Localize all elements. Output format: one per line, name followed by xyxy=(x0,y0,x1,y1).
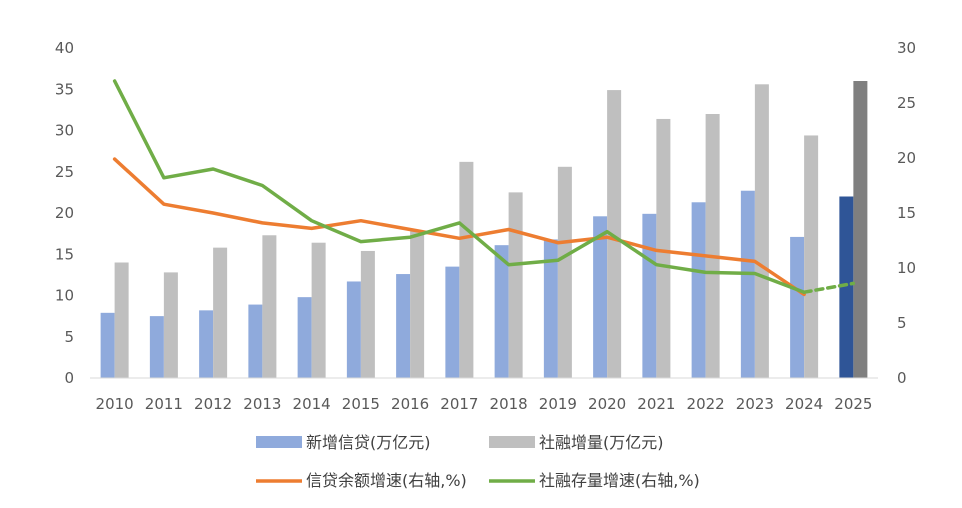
social-financing-bar xyxy=(213,247,228,378)
legend-label-tsf-growth: 社融存量增速(右轴,%) xyxy=(539,471,700,490)
social-financing-bar xyxy=(754,84,769,379)
right-tick-label: 30 xyxy=(897,39,916,57)
legend: 新增信贷(万亿元) 社融增量(万亿元) 信贷余额增速(右轴,%) 社融存量增速(… xyxy=(256,433,700,490)
legend-item-tsf-growth: 社融存量增速(右轴,%) xyxy=(489,471,700,490)
new-credit-bar xyxy=(100,312,115,378)
new-credit-bar xyxy=(199,310,214,378)
x-tick-label: 2018 xyxy=(490,395,528,413)
left-tick-label: 35 xyxy=(55,80,74,98)
new-credit-bar xyxy=(740,190,755,378)
x-tick-label: 2016 xyxy=(391,395,429,413)
right-tick-label: 20 xyxy=(897,149,916,167)
right-tick-label: 5 xyxy=(897,314,907,332)
left-tick-label: 40 xyxy=(55,39,74,57)
left-axis: 0 5 10 15 20 25 30 35 40 xyxy=(55,39,74,387)
tsf-growth-line xyxy=(112,79,806,294)
right-tick-label: 10 xyxy=(897,259,916,277)
right-axis: 0 5 10 15 20 25 30 xyxy=(897,39,916,387)
new-credit-bar xyxy=(839,196,854,378)
x-tick-label: 2017 xyxy=(440,395,478,413)
left-tick-label: 10 xyxy=(55,287,74,305)
social-financing-bar xyxy=(459,161,474,378)
right-tick-label: 25 xyxy=(897,94,916,112)
x-tick-label: 2012 xyxy=(194,395,232,413)
new-credit-bar xyxy=(494,245,509,378)
tsf-growth-line-forecast xyxy=(802,281,856,294)
left-tick-label: 0 xyxy=(64,369,74,387)
x-tick-label: 2013 xyxy=(243,395,281,413)
new-credit-bar xyxy=(396,274,411,378)
new-credit-bar xyxy=(691,202,706,378)
right-tick-label: 15 xyxy=(897,204,916,222)
new-credit-bar xyxy=(593,216,608,378)
social-financing-bar xyxy=(262,235,277,378)
legend-label-loan-growth: 信贷余额增速(右轴,%) xyxy=(306,471,467,490)
x-tick-label: 2022 xyxy=(687,395,725,413)
social-financing-bar xyxy=(705,114,720,378)
left-tick-label: 5 xyxy=(64,328,74,346)
social-financing-bar xyxy=(607,90,622,378)
legend-label-social-financing: 社融增量(万亿元) xyxy=(539,433,664,452)
x-tick-label: 2020 xyxy=(588,395,626,413)
social-financing-bar xyxy=(360,250,375,378)
new-credit-bar xyxy=(790,236,805,378)
legend-item-social-financing: 社融增量(万亿元) xyxy=(489,433,664,452)
x-tick-label: 2019 xyxy=(539,395,577,413)
new-credit-bar xyxy=(445,266,460,378)
left-tick-label: 20 xyxy=(55,204,74,222)
new-credit-bar xyxy=(642,213,657,378)
legend-swatch-new-credit xyxy=(256,436,302,448)
x-tick-label: 2024 xyxy=(785,395,823,413)
new-credit-bar xyxy=(346,281,361,378)
x-axis-ticks: 2010 2011 2012 2013 2014 2015 2016 2017 2018 2019… xyxy=(96,395,873,413)
x-tick-label: 2014 xyxy=(293,395,331,413)
x-tick-label: 2023 xyxy=(736,395,774,413)
x-tick-label: 2021 xyxy=(637,395,675,413)
x-tick-label: 2025 xyxy=(834,395,872,413)
new-credit-bar xyxy=(297,297,312,378)
new-credit-bar xyxy=(149,316,164,378)
social-financing-bar xyxy=(410,231,425,378)
legend-item-loan-growth: 信贷余额增速(右轴,%) xyxy=(256,471,467,490)
legend-swatch-social-financing xyxy=(489,436,535,448)
loan-growth-line xyxy=(112,157,806,297)
social-financing-bar xyxy=(508,192,523,378)
legend-item-new-credit: 新增信贷(万亿元) xyxy=(256,433,431,452)
left-tick-label: 15 xyxy=(55,245,74,263)
left-tick-label: 25 xyxy=(55,163,74,181)
new-credit-bar xyxy=(543,239,558,378)
bars xyxy=(100,81,868,379)
x-tick-label: 2011 xyxy=(145,395,183,413)
lines xyxy=(112,79,856,297)
social-financing-bar xyxy=(853,81,868,378)
social-financing-bar xyxy=(311,242,326,378)
social-financing-bar xyxy=(804,135,819,378)
x-tick-label: 2015 xyxy=(342,395,380,413)
legend-label-new-credit: 新增信贷(万亿元) xyxy=(306,433,431,452)
x-tick-label: 2010 xyxy=(96,395,134,413)
social-financing-bar xyxy=(114,262,129,378)
right-tick-label: 0 xyxy=(897,369,907,387)
social-financing-bar xyxy=(656,118,671,378)
social-financing-bar xyxy=(163,272,178,378)
left-tick-label: 30 xyxy=(55,122,74,140)
new-credit-bar xyxy=(248,304,263,378)
social-financing-bar xyxy=(557,166,572,378)
